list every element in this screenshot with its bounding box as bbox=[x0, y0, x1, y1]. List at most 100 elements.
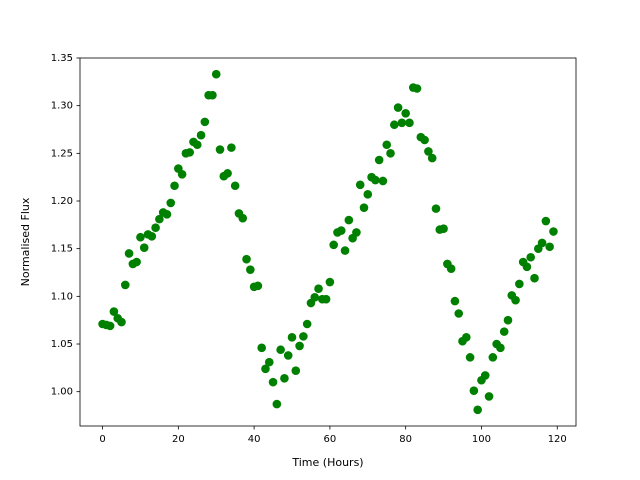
data-point bbox=[386, 149, 395, 158]
data-point bbox=[462, 333, 471, 342]
y-tick-label: 1.35 bbox=[51, 53, 73, 64]
data-point bbox=[238, 213, 248, 223]
data-point bbox=[280, 374, 289, 383]
y-tick-label: 1.10 bbox=[51, 291, 73, 302]
data-point bbox=[549, 227, 558, 236]
data-point bbox=[268, 377, 278, 387]
data-point bbox=[287, 333, 297, 342]
y-axis-label: Normalised Flux bbox=[19, 197, 32, 286]
data-point bbox=[541, 216, 551, 226]
data-point bbox=[162, 210, 172, 219]
data-point bbox=[420, 135, 429, 145]
data-point bbox=[480, 371, 490, 380]
y-tick-label: 1.05 bbox=[51, 339, 73, 350]
data-point bbox=[295, 341, 304, 351]
y-tick-label: 1.25 bbox=[51, 148, 73, 159]
data-point bbox=[401, 108, 410, 118]
data-point bbox=[291, 366, 301, 376]
data-point bbox=[155, 214, 164, 224]
data-point bbox=[397, 118, 407, 128]
data-point bbox=[427, 153, 437, 163]
data-point bbox=[310, 292, 320, 302]
data-point bbox=[390, 120, 399, 130]
data-point bbox=[299, 332, 308, 341]
data-point bbox=[382, 140, 392, 150]
data-point bbox=[264, 357, 274, 367]
data-point bbox=[132, 257, 141, 267]
data-point bbox=[374, 155, 384, 165]
data-point bbox=[446, 264, 456, 273]
data-point bbox=[314, 284, 323, 294]
data-point bbox=[227, 143, 236, 152]
data-point bbox=[465, 353, 475, 362]
x-tick-label: 20 bbox=[172, 434, 185, 445]
data-point bbox=[431, 204, 441, 213]
data-point bbox=[329, 240, 338, 250]
data-point bbox=[185, 148, 194, 157]
data-point bbox=[503, 315, 513, 325]
data-point bbox=[170, 181, 179, 191]
data-point bbox=[359, 203, 369, 212]
data-point bbox=[352, 228, 361, 237]
data-point bbox=[412, 84, 422, 93]
data-point bbox=[355, 180, 365, 190]
y-tick-label: 1.00 bbox=[51, 387, 73, 398]
data-point bbox=[545, 242, 554, 252]
data-point bbox=[109, 307, 119, 316]
data-point bbox=[200, 117, 210, 127]
data-point bbox=[496, 343, 505, 353]
data-point bbox=[522, 262, 532, 272]
x-tick-label: 40 bbox=[248, 434, 261, 445]
data-point bbox=[499, 327, 509, 336]
data-point bbox=[515, 279, 524, 289]
data-point bbox=[439, 224, 448, 233]
data-point bbox=[246, 265, 255, 274]
data-point bbox=[511, 295, 520, 305]
x-axis-label: Time (Hours) bbox=[291, 456, 363, 469]
data-point bbox=[473, 405, 482, 415]
data-point bbox=[253, 281, 263, 291]
data-point bbox=[136, 232, 145, 242]
data-point bbox=[215, 145, 225, 154]
x-tick-label: 60 bbox=[324, 434, 337, 445]
data-point bbox=[530, 273, 539, 283]
data-point bbox=[283, 351, 293, 360]
data-point bbox=[139, 243, 149, 253]
data-point bbox=[242, 254, 251, 264]
x-tick-label: 120 bbox=[548, 434, 567, 445]
x-tick-label: 0 bbox=[99, 434, 105, 445]
data-point bbox=[340, 246, 350, 255]
data-point bbox=[192, 140, 202, 150]
data-point bbox=[378, 176, 388, 186]
data-point bbox=[488, 353, 498, 362]
data-point bbox=[230, 181, 240, 191]
data-point bbox=[325, 277, 335, 287]
data-point bbox=[371, 175, 380, 185]
data-point bbox=[166, 198, 176, 208]
data-point bbox=[537, 238, 547, 248]
plot-frame bbox=[79, 57, 577, 427]
data-point bbox=[272, 399, 282, 409]
data-point bbox=[302, 319, 312, 329]
data-point bbox=[405, 118, 414, 128]
data-point bbox=[276, 345, 285, 355]
data-point bbox=[363, 190, 373, 199]
data-point bbox=[336, 226, 346, 235]
data-point bbox=[151, 223, 160, 232]
data-point bbox=[223, 169, 232, 178]
data-point bbox=[393, 103, 403, 112]
y-tick-label: 1.20 bbox=[51, 196, 73, 207]
x-tick-label: 100 bbox=[472, 434, 491, 445]
data-point bbox=[469, 386, 479, 396]
data-point bbox=[450, 296, 460, 306]
data-point bbox=[177, 170, 187, 179]
y-tick-label: 1.30 bbox=[51, 101, 73, 112]
data-point bbox=[208, 90, 217, 100]
data-point bbox=[454, 309, 464, 318]
data-point bbox=[105, 321, 115, 331]
data-point bbox=[424, 147, 433, 156]
data-point bbox=[526, 252, 536, 262]
data-point bbox=[257, 343, 266, 353]
data-point bbox=[117, 317, 126, 327]
data-point bbox=[484, 392, 494, 401]
